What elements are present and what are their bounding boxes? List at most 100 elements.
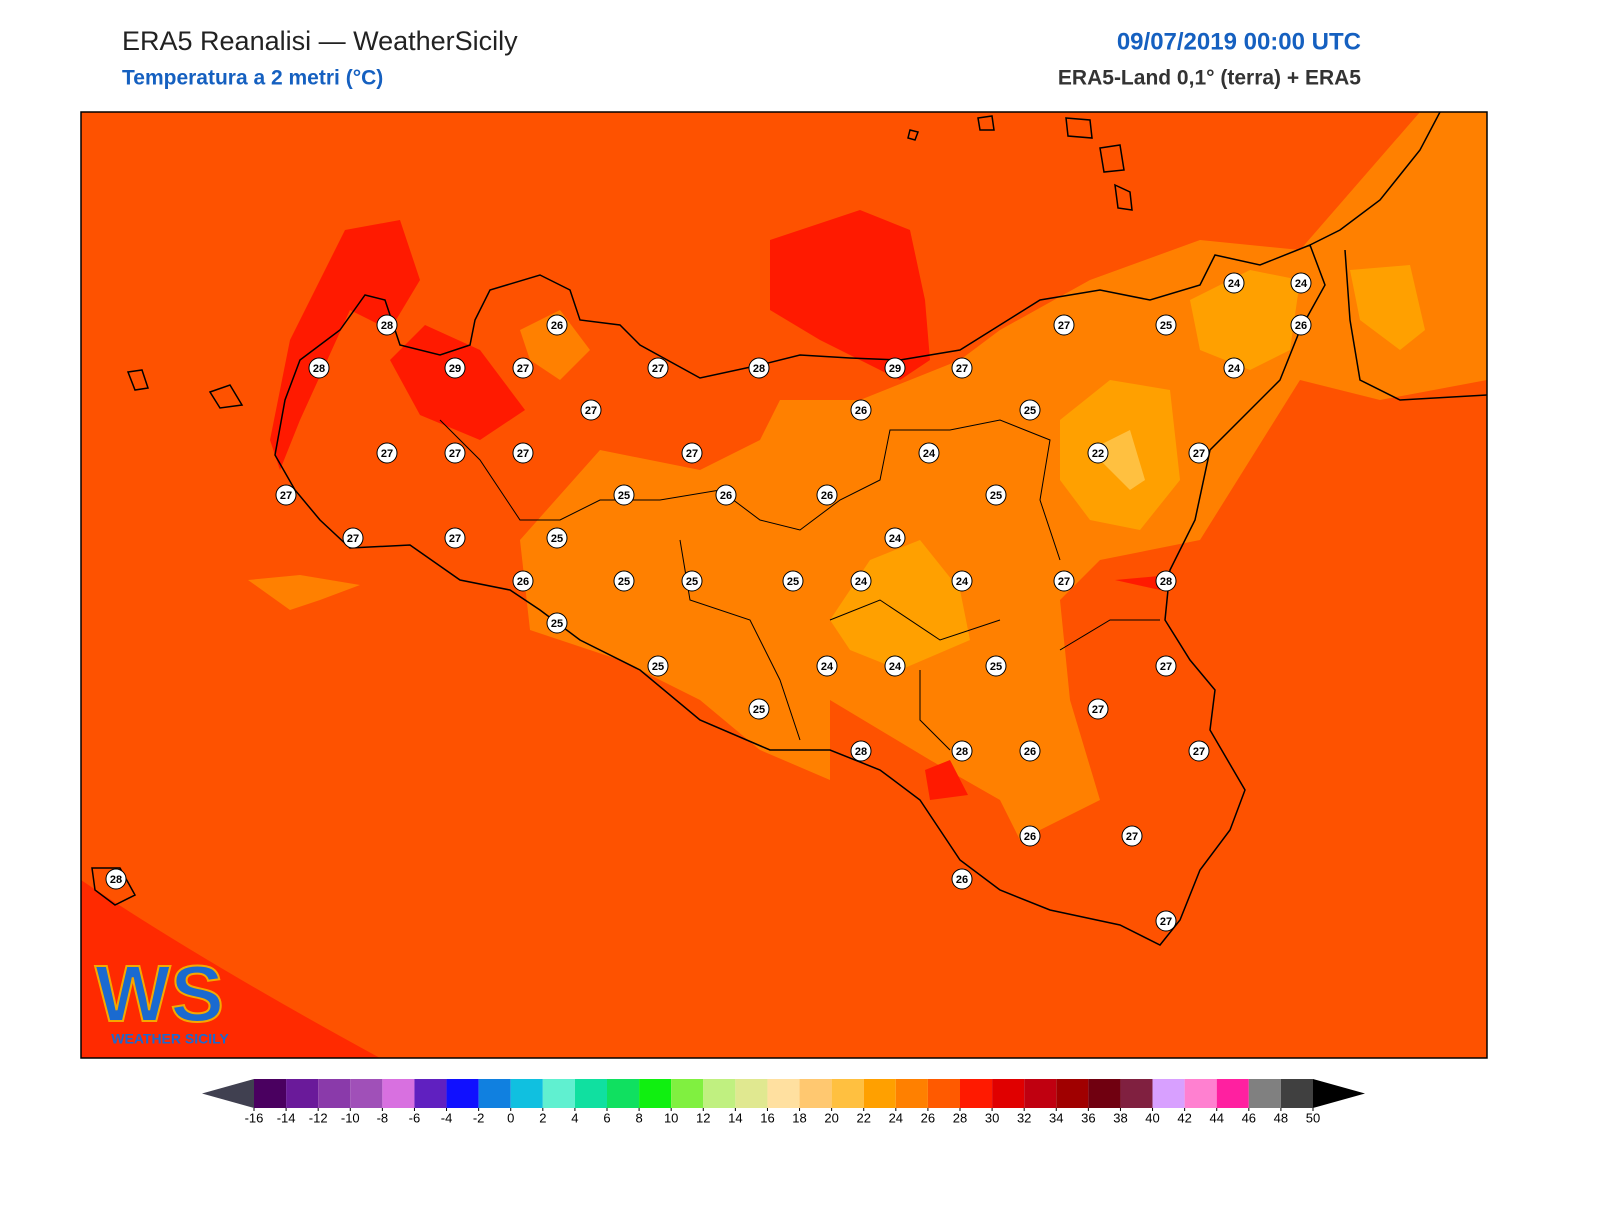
station-marker: [985, 484, 1007, 506]
station-value: 27: [956, 363, 968, 375]
colorbar-bin: [574, 1079, 607, 1108]
colorbar-tick-label: 40: [1145, 1110, 1159, 1125]
station-value: 25: [652, 661, 664, 673]
stations: 28 26 28 29 27 27 28 27 26 29 27 27 25 24 24 26 24 25 22 27…: [105, 272, 1312, 932]
station-value: 28: [956, 746, 968, 758]
colorbar-tick-label: 0: [507, 1110, 514, 1125]
province-border: [439, 419, 1160, 751]
station-marker: [444, 442, 466, 464]
colorbar-bin: [1120, 1079, 1153, 1108]
colorbar-bin: [318, 1079, 351, 1108]
coastline: [274, 244, 1326, 946]
station-value: 27: [280, 490, 292, 502]
colorbar-tick-label: -8: [377, 1110, 389, 1125]
station-marker: [951, 357, 973, 379]
colorbar-bin: [799, 1079, 832, 1108]
colorbar-tick-label: 10: [664, 1110, 678, 1125]
colorbar-bin: [863, 1079, 896, 1108]
colorbar-tick-label: -10: [341, 1110, 360, 1125]
station-marker: [613, 484, 635, 506]
station-marker: [1188, 442, 1210, 464]
colorbar-tick-label: 48: [1274, 1110, 1288, 1125]
station-value: 24: [956, 576, 969, 588]
logo-name: WEATHER SICILY: [111, 1031, 229, 1047]
station-marker: [613, 570, 635, 592]
colorbar-tick-label: 34: [1049, 1110, 1063, 1125]
colorbar-tick-label: -4: [441, 1110, 453, 1125]
colorbar-bin: [831, 1079, 864, 1108]
colorbar-tick-label: 20: [824, 1110, 838, 1125]
station-marker: [376, 442, 398, 464]
hot-area: [770, 210, 930, 380]
colorbar-under: [202, 1079, 254, 1108]
colorbar-bin: [1280, 1079, 1313, 1108]
station-marker: [647, 655, 669, 677]
station-value: 24: [1228, 278, 1241, 290]
colorbar-bin: [350, 1079, 383, 1108]
station-value: 26: [1024, 831, 1036, 843]
station-marker: [1290, 314, 1312, 336]
station-value: 24: [889, 661, 902, 673]
station-value: 25: [686, 576, 698, 588]
warm-area: [81, 880, 380, 1058]
logo-initials: WS: [95, 949, 224, 1038]
station-marker: [816, 484, 838, 506]
station-value: 27: [449, 448, 461, 460]
station-value: 27: [1058, 576, 1070, 588]
station-value: 28: [381, 320, 393, 332]
station-marker: [546, 612, 568, 634]
station-value: 25: [1024, 405, 1036, 417]
station-marker: [884, 527, 906, 549]
colorbar-over: [1313, 1079, 1365, 1108]
colorbar-tick-label: 46: [1242, 1110, 1256, 1125]
station-marker: [884, 655, 906, 677]
station-marker: [1223, 357, 1245, 379]
station-value: 27: [449, 533, 461, 545]
date: 09/07/2019 00:00 UTC: [1117, 28, 1361, 55]
colorbar-tick-label: 38: [1113, 1110, 1127, 1125]
colorbar-bin: [1024, 1079, 1057, 1108]
station-marker: [1121, 825, 1143, 847]
station-marker: [342, 527, 364, 549]
colorbar-bin: [703, 1079, 736, 1108]
station-value: 26: [517, 576, 529, 588]
station-marker: [951, 868, 973, 890]
station-value: 26: [855, 405, 867, 417]
station-marker: [376, 314, 398, 336]
colorbar-bin: [1184, 1079, 1217, 1108]
colorbar-bin: [1216, 1079, 1249, 1108]
station-value: 22: [1092, 448, 1104, 460]
source: ERA5-Land 0,1° (terra) + ERA5: [1058, 67, 1361, 90]
station-value: 28: [1160, 576, 1172, 588]
colorbar-bin: [542, 1079, 575, 1108]
colorbar-tick-label: -14: [277, 1110, 296, 1125]
station-marker: [782, 570, 804, 592]
title: ERA5 Reanalisi — WeatherSicily: [122, 26, 518, 56]
colorbar-bin: [671, 1079, 704, 1108]
station-value: 28: [313, 363, 325, 375]
station-marker: [681, 570, 703, 592]
colorbar-bin: [960, 1079, 993, 1108]
station-value: 25: [787, 576, 799, 588]
station-value: 27: [652, 363, 664, 375]
station-marker: [985, 655, 1007, 677]
station-value: 27: [1092, 704, 1104, 716]
island: [91, 115, 1133, 906]
colorbar-tick-label: 14: [728, 1110, 742, 1125]
colorbar-tick-label: 24: [889, 1110, 903, 1125]
station-marker: [647, 357, 669, 379]
station-marker: [444, 357, 466, 379]
colorbar-tick-label: 12: [696, 1110, 710, 1125]
station-value: 24: [1295, 278, 1308, 290]
station-marker: [850, 740, 872, 762]
hot-area: [270, 220, 420, 470]
station-marker: [918, 442, 940, 464]
colorbar-bin: [1152, 1079, 1185, 1108]
station-marker: [1053, 314, 1075, 336]
colorbar-tick-label: -6: [409, 1110, 421, 1125]
station-marker: [1188, 740, 1210, 762]
colorbar-tick-label: 44: [1209, 1110, 1223, 1125]
station-marker: [512, 442, 534, 464]
station-value: 27: [1193, 448, 1205, 460]
station-marker: [951, 740, 973, 762]
